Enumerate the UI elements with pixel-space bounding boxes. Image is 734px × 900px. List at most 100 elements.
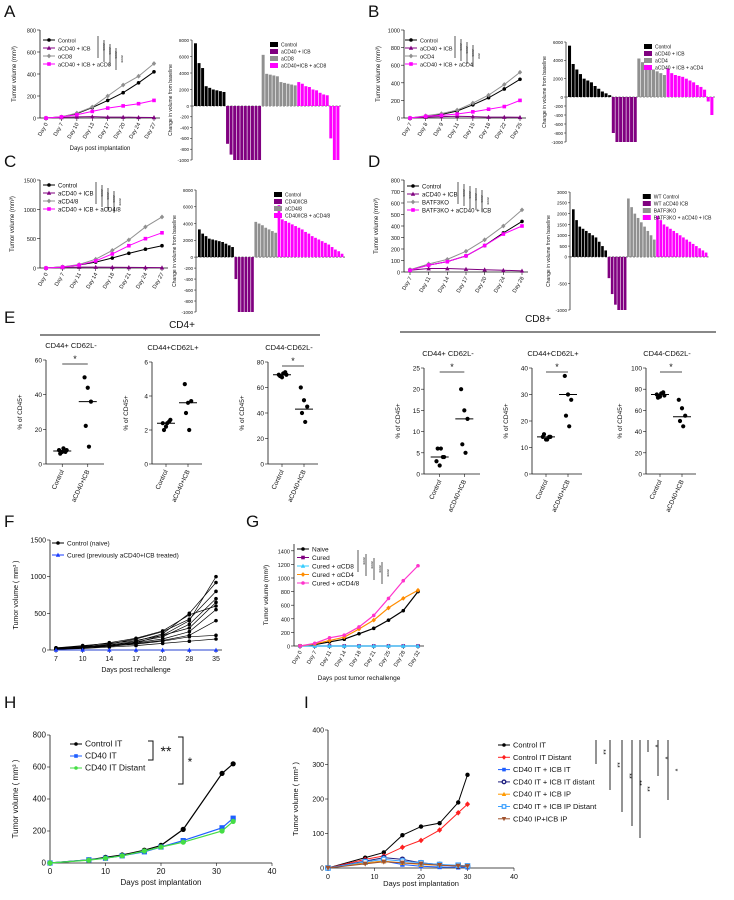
y-tick-label: 40: [521, 366, 529, 373]
data-point: [464, 254, 468, 258]
waterfall-bar: [283, 82, 286, 106]
data-point: [418, 837, 424, 844]
x-axis-label: Days post tumor rechallenge: [318, 675, 401, 682]
sig-stars: ****: [117, 55, 123, 63]
data-point: [423, 114, 428, 119]
x-tick-label: 10: [371, 874, 379, 881]
data-point: [305, 404, 310, 409]
legend-entry: Control: [58, 184, 77, 190]
data-point: [230, 761, 236, 767]
waterfall-bar: [626, 97, 630, 142]
subplot-title: CD44+ CD62L-: [422, 349, 474, 358]
panel-c-line-chart: 0 500 1000 1500 Day 0 Day 7 Day 11 Day 14 Day 18…: [10, 179, 168, 290]
x-tick-label: Day 7: [306, 650, 318, 665]
legend-entry: aCD40 + ICB + aCD4: [420, 63, 473, 69]
waterfall-bar: [204, 86, 208, 106]
x-tick-label: Control: [428, 478, 443, 500]
data-point: [482, 237, 487, 243]
legend-marker: [47, 62, 51, 66]
waterfall-bar: [227, 245, 231, 258]
y-tick-label: 0: [287, 645, 290, 651]
y-tick-label: 1000: [278, 577, 290, 583]
x-axis-label: Days post implantation: [121, 878, 202, 887]
x-tick-label: Day 9: [433, 122, 445, 137]
series-line-3: [45, 99, 155, 119]
y-tick-label: 60: [635, 408, 643, 415]
data-point: [439, 113, 444, 118]
waterfall-bar: [217, 241, 221, 258]
x-tick-label: Day 17: [456, 276, 470, 294]
waterfall-bar: [264, 227, 268, 258]
data-point: [460, 442, 465, 447]
y-tick-label: 100: [631, 366, 642, 373]
data-point: [362, 861, 368, 867]
x-tick-label: Day 20: [113, 122, 127, 140]
data-point: [463, 248, 469, 254]
data-point: [408, 116, 412, 120]
waterfall-bar: [695, 85, 699, 97]
data-point: [386, 618, 391, 622]
waterfall-bar: [204, 236, 208, 258]
waterfall-bar: [610, 256, 614, 295]
x-tick-label: Day 11: [447, 122, 461, 140]
waterfall-bar: [337, 251, 341, 258]
data-point: [435, 446, 440, 451]
waterfall-bar: [234, 257, 238, 280]
legend-swatch: [642, 201, 651, 206]
y-tick-label: 4: [144, 394, 148, 401]
x-tick-label: aCD40+ICB: [70, 469, 91, 504]
waterfall-bar: [633, 97, 637, 142]
x-axis-label: Days post implantation: [70, 146, 131, 152]
waterfall-bar: [568, 45, 572, 97]
data-point: [325, 865, 331, 871]
y-tick-label: 200: [391, 99, 400, 105]
y-tick-label: 20: [635, 450, 643, 457]
legend-swatch: [270, 49, 278, 54]
y-tick-label: 0: [320, 866, 324, 873]
waterfall-bar: [673, 75, 677, 97]
legend-entry: CD40 IT + ICB IP Distant: [513, 802, 597, 811]
waterfall-bar: [226, 106, 230, 144]
subplot-title: CD44-CD62L-: [643, 349, 691, 358]
waterfall-bar: [622, 97, 626, 142]
y-tick-label: 4000: [553, 58, 564, 63]
panel-d-waterfall: 3000 2500 2000 1500 1000 500 0 -500 -1000 Change …: [546, 190, 712, 313]
panel-i-line-chart: 0 100 200 300 400 0 10 20 30 40 Tumor volume ( mm³…: [291, 728, 597, 889]
waterfall-bar: [221, 242, 224, 258]
legend-marker: [300, 572, 306, 577]
x-axis-label: Days post rechallenge: [101, 667, 170, 674]
legend-entry: aCD40 + ICB: [58, 192, 94, 198]
waterfall-bar: [608, 95, 612, 97]
x-tick-label: Day 32: [408, 650, 422, 668]
legend-entry: aCD4/8: [58, 200, 79, 206]
waterfall-bar: [277, 205, 281, 258]
data-point: [456, 800, 461, 805]
waterfall-bar: [640, 222, 643, 257]
panel-letter-d: D: [368, 152, 380, 171]
x-tick-label: 10: [79, 656, 87, 663]
waterfall-bar: [329, 106, 333, 139]
data-point: [437, 463, 442, 468]
waterfall-bar: [698, 248, 701, 257]
data-point: [219, 828, 225, 834]
data-point: [381, 850, 386, 855]
panel-letter-e: E: [4, 308, 15, 327]
sig-stars: **: [635, 780, 642, 786]
y-tick-label: 40: [635, 429, 643, 436]
data-point: [213, 647, 219, 652]
data-point: [85, 385, 90, 390]
x-tick-label: Control: [649, 478, 664, 500]
data-point: [126, 237, 132, 243]
data-point: [214, 596, 218, 601]
data-point: [214, 580, 218, 585]
data-point: [53, 647, 59, 652]
x-tick-label: 14: [105, 656, 113, 663]
data-point: [90, 109, 95, 114]
data-point: [303, 419, 308, 425]
x-tick-label: Day 28: [393, 650, 407, 668]
waterfall-bar: [706, 97, 710, 102]
x-tick-label: 30: [464, 874, 472, 881]
y-tick-label: 3000: [557, 190, 568, 195]
legend-entry: aCD40 + ICB + aCD4/8: [58, 208, 121, 214]
data-point: [327, 638, 332, 643]
